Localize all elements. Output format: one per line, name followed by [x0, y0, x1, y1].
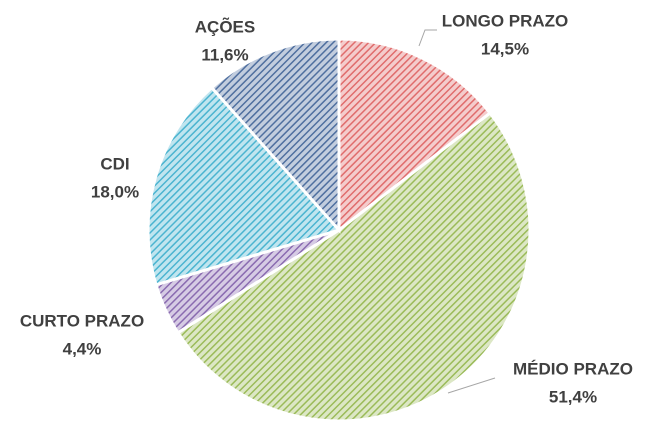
value-label: 51,4%: [549, 387, 597, 406]
value-label: 11,6%: [201, 45, 248, 64]
pie-slice: [209, 37, 341, 234]
slice-label: LONGO PRAZO: [442, 11, 569, 30]
slice-label: CURTO PRAZO: [20, 311, 144, 330]
value-label: 4,4%: [63, 339, 102, 358]
pie-slice: [146, 85, 342, 287]
slice-label: MÉDIO PRAZO: [513, 359, 633, 378]
value-label: 18,0%: [91, 182, 139, 201]
pie-slice: [175, 110, 532, 423]
slice-label: CDI: [100, 154, 129, 173]
slice-label: AÇÕES: [195, 16, 255, 36]
leader-line: [418, 29, 437, 47]
leader-line: [447, 377, 496, 394]
value-label: 14,5%: [481, 39, 529, 58]
pie-slice: [337, 37, 493, 234]
